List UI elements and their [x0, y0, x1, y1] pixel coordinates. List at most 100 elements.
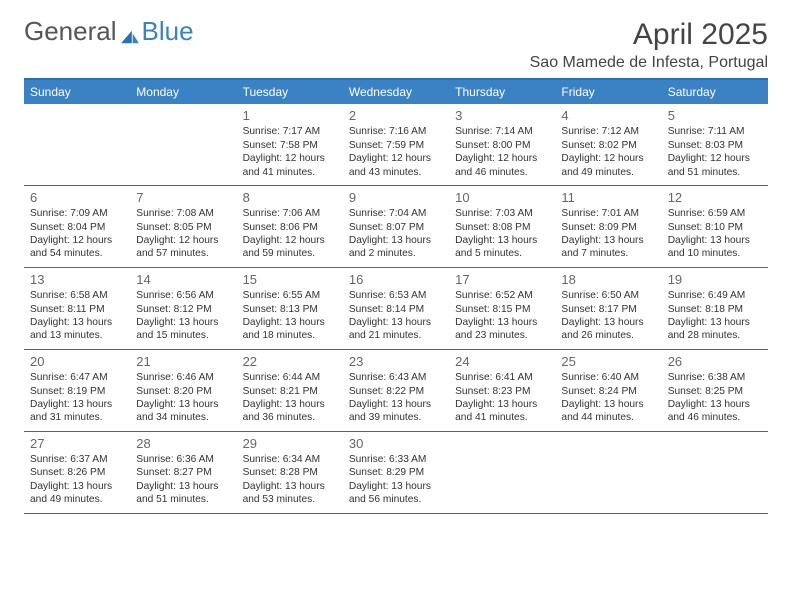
calendar-day-empty — [24, 104, 130, 185]
day-number: 13 — [30, 271, 124, 288]
day-number: 17 — [455, 271, 549, 288]
day-number: 6 — [30, 189, 124, 206]
calendar-day: 7Sunrise: 7:08 AMSunset: 8:05 PMDaylight… — [130, 186, 236, 267]
daylight-line: Daylight: 13 hours and 44 minutes. — [561, 398, 655, 425]
day-number: 27 — [30, 435, 124, 452]
weekday-header: Monday — [130, 80, 236, 104]
calendar-day: 28Sunrise: 6:36 AMSunset: 8:27 PMDayligh… — [130, 432, 236, 513]
sunset-line: Sunset: 8:07 PM — [349, 221, 443, 234]
sunrise-line: Sunrise: 6:55 AM — [243, 289, 337, 302]
sunset-line: Sunset: 8:23 PM — [455, 385, 549, 398]
day-number: 19 — [668, 271, 762, 288]
day-number: 15 — [243, 271, 337, 288]
month-title: April 2025 — [530, 18, 768, 52]
calendar-week-row: 6Sunrise: 7:09 AMSunset: 8:04 PM Daylight… — [24, 186, 768, 268]
sunset-line: Sunset: 8:10 PM — [668, 221, 762, 234]
calendar-day: 12Sunrise: 6:59 AMSunset: 8:10 PMDayligh… — [662, 186, 768, 267]
calendar-day: 20Sunrise: 6:47 AMSunset: 8:19 PMDayligh… — [24, 350, 130, 431]
daylight-line: Daylight: 13 hours and 41 minutes. — [455, 398, 549, 425]
sunset-line: Sunset: 8:24 PM — [561, 385, 655, 398]
calendar-day: 23Sunrise: 6:43 AMSunset: 8:22 PMDayligh… — [343, 350, 449, 431]
day-number: 9 — [349, 189, 443, 206]
sunset-line: Sunset: 8:04 PM — [30, 221, 124, 234]
daylight-line: Daylight: 13 hours and 36 minutes. — [243, 398, 337, 425]
daylight-line: Daylight: 13 hours and 39 minutes. — [349, 398, 443, 425]
sunrise-line: Sunrise: 6:36 AM — [136, 453, 230, 466]
day-number: 10 — [455, 189, 549, 206]
daylight-line: Daylight: 13 hours and 2 minutes. — [349, 234, 443, 261]
calendar-day: 14Sunrise: 6:56 AMSunset: 8:12 PMDayligh… — [130, 268, 236, 349]
weekday-header: Thursday — [449, 80, 555, 104]
day-number: 21 — [136, 353, 230, 370]
calendar-body: 1Sunrise: 7:17 AMSunset: 7:58 PMDaylight… — [24, 104, 768, 514]
calendar-week-row: 1Sunrise: 7:17 AMSunset: 7:58 PMDaylight… — [24, 104, 768, 186]
daylight-line: Daylight: 13 hours and 23 minutes. — [455, 316, 549, 343]
sunrise-line: Sunrise: 6:41 AM — [455, 371, 549, 384]
sunset-line: Sunset: 8:17 PM — [561, 303, 655, 316]
sunrise-line: Sunrise: 7:06 AM — [243, 207, 337, 220]
daylight-line: Daylight: 13 hours and 21 minutes. — [349, 316, 443, 343]
sunrise-line: Sunrise: 6:53 AM — [349, 289, 443, 302]
calendar-table: SundayMondayTuesdayWednesdayThursdayFrid… — [24, 78, 768, 514]
calendar-week-row: 27Sunrise: 6:37 AMSunset: 8:26 PMDayligh… — [24, 432, 768, 514]
sail-icon — [119, 23, 141, 39]
day-number: 29 — [243, 435, 337, 452]
calendar-day: 29Sunrise: 6:34 AMSunset: 8:28 PMDayligh… — [237, 432, 343, 513]
page-header: General Blue April 2025 Sao Mamede de In… — [24, 18, 768, 72]
daylight-line: Daylight: 13 hours and 53 minutes. — [243, 480, 337, 507]
sunrise-line: Sunrise: 6:49 AM — [668, 289, 762, 302]
title-block: April 2025 Sao Mamede de Infesta, Portug… — [530, 18, 768, 72]
calendar-day: 26Sunrise: 6:38 AMSunset: 8:25 PMDayligh… — [662, 350, 768, 431]
daylight-line: Daylight: 12 hours and 49 minutes. — [561, 152, 655, 179]
sunrise-line: Sunrise: 7:01 AM — [561, 207, 655, 220]
sunset-line: Sunset: 8:12 PM — [136, 303, 230, 316]
daylight-line: Daylight: 12 hours and 57 minutes. — [136, 234, 230, 261]
sunrise-line: Sunrise: 7:09 AM — [30, 207, 124, 220]
sunrise-line: Sunrise: 7:14 AM — [455, 125, 549, 138]
weekday-header: Sunday — [24, 80, 130, 104]
daylight-line: Daylight: 13 hours and 34 minutes. — [136, 398, 230, 425]
calendar-day: 17Sunrise: 6:52 AMSunset: 8:15 PMDayligh… — [449, 268, 555, 349]
calendar-day: 24Sunrise: 6:41 AMSunset: 8:23 PMDayligh… — [449, 350, 555, 431]
sunset-line: Sunset: 8:29 PM — [349, 466, 443, 479]
sunrise-line: Sunrise: 7:04 AM — [349, 207, 443, 220]
location-text: Sao Mamede de Infesta, Portugal — [530, 54, 768, 72]
daylight-line: Daylight: 13 hours and 15 minutes. — [136, 316, 230, 343]
calendar-day: 6Sunrise: 7:09 AMSunset: 8:04 PMDaylight… — [24, 186, 130, 267]
calendar-day: 18Sunrise: 6:50 AMSunset: 8:17 PMDayligh… — [555, 268, 661, 349]
calendar-day: 11Sunrise: 7:01 AMSunset: 8:09 PMDayligh… — [555, 186, 661, 267]
day-number: 24 — [455, 353, 549, 370]
sunrise-line: Sunrise: 6:58 AM — [30, 289, 124, 302]
day-number: 23 — [349, 353, 443, 370]
calendar-day: 27Sunrise: 6:37 AMSunset: 8:26 PMDayligh… — [24, 432, 130, 513]
calendar-day: 16Sunrise: 6:53 AMSunset: 8:14 PMDayligh… — [343, 268, 449, 349]
day-number: 16 — [349, 271, 443, 288]
day-number: 20 — [30, 353, 124, 370]
sunrise-line: Sunrise: 7:11 AM — [668, 125, 762, 138]
calendar-page: General Blue April 2025 Sao Mamede de In… — [0, 0, 792, 526]
daylight-line: Daylight: 13 hours and 46 minutes. — [668, 398, 762, 425]
sunset-line: Sunset: 8:02 PM — [561, 139, 655, 152]
sunset-line: Sunset: 8:19 PM — [30, 385, 124, 398]
sunrise-line: Sunrise: 7:03 AM — [455, 207, 549, 220]
weekday-header-row: SundayMondayTuesdayWednesdayThursdayFrid… — [24, 80, 768, 104]
day-number: 2 — [349, 107, 443, 124]
sunrise-line: Sunrise: 6:59 AM — [668, 207, 762, 220]
daylight-line: Daylight: 13 hours and 51 minutes. — [136, 480, 230, 507]
daylight-line: Daylight: 13 hours and 13 minutes. — [30, 316, 124, 343]
day-number: 14 — [136, 271, 230, 288]
weekday-header: Friday — [555, 80, 661, 104]
daylight-line: Daylight: 13 hours and 28 minutes. — [668, 316, 762, 343]
calendar-day: 30Sunrise: 6:33 AMSunset: 8:29 PMDayligh… — [343, 432, 449, 513]
sunset-line: Sunset: 7:58 PM — [243, 139, 337, 152]
sunset-line: Sunset: 8:20 PM — [136, 385, 230, 398]
day-number: 7 — [136, 189, 230, 206]
day-number: 3 — [455, 107, 549, 124]
calendar-day: 22Sunrise: 6:44 AMSunset: 8:21 PMDayligh… — [237, 350, 343, 431]
sunrise-line: Sunrise: 6:34 AM — [243, 453, 337, 466]
day-number: 18 — [561, 271, 655, 288]
sunrise-line: Sunrise: 6:56 AM — [136, 289, 230, 302]
calendar-day-empty — [130, 104, 236, 185]
daylight-line: Daylight: 13 hours and 5 minutes. — [455, 234, 549, 261]
calendar-day: 19Sunrise: 6:49 AMSunset: 8:18 PMDayligh… — [662, 268, 768, 349]
